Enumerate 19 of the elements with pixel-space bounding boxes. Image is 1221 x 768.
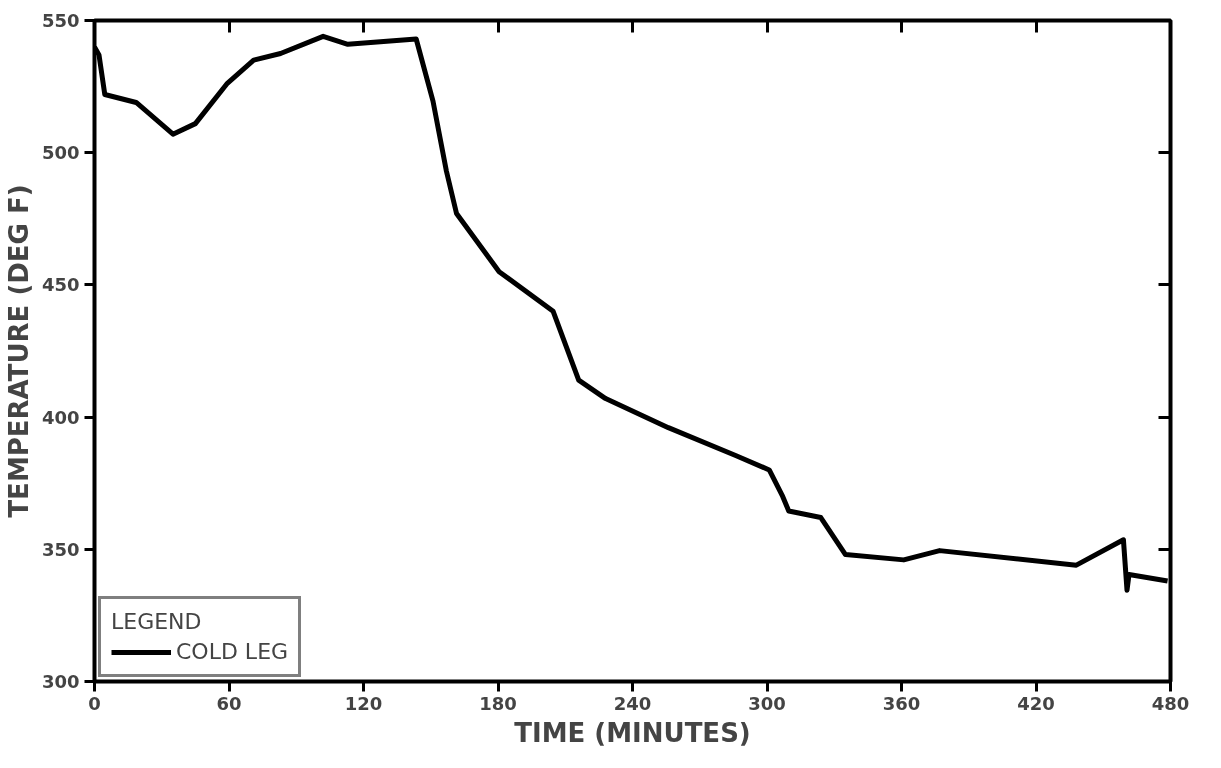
- y-tick-label: 450: [41, 274, 80, 296]
- x-tick-label: 480: [1151, 692, 1190, 714]
- x-tick-label: 420: [1017, 692, 1055, 714]
- x-tick-label: 60: [216, 692, 242, 714]
- y-tick-label: 500: [41, 142, 80, 164]
- x-tick-label: 240: [613, 692, 652, 714]
- x-tick-label: 120: [344, 692, 383, 714]
- legend-title: LEGEND: [111, 609, 203, 634]
- y-tick-label: 400: [41, 406, 80, 428]
- x-axis-title: TIME (MINUTES): [514, 717, 751, 748]
- x-tick-label: 360: [882, 692, 921, 714]
- x-tick-label: 0: [88, 692, 101, 714]
- y-tick-label: 350: [41, 538, 80, 560]
- legend-label: COLD LEG: [176, 639, 289, 664]
- y-tick-label: 300: [41, 671, 80, 692]
- y-tick-label: 550: [41, 10, 80, 31]
- x-tick-label: 300: [748, 692, 786, 714]
- y-axis-title: TEMPERATURE (DEG F): [3, 184, 34, 518]
- x-tick-label: 180: [479, 692, 517, 714]
